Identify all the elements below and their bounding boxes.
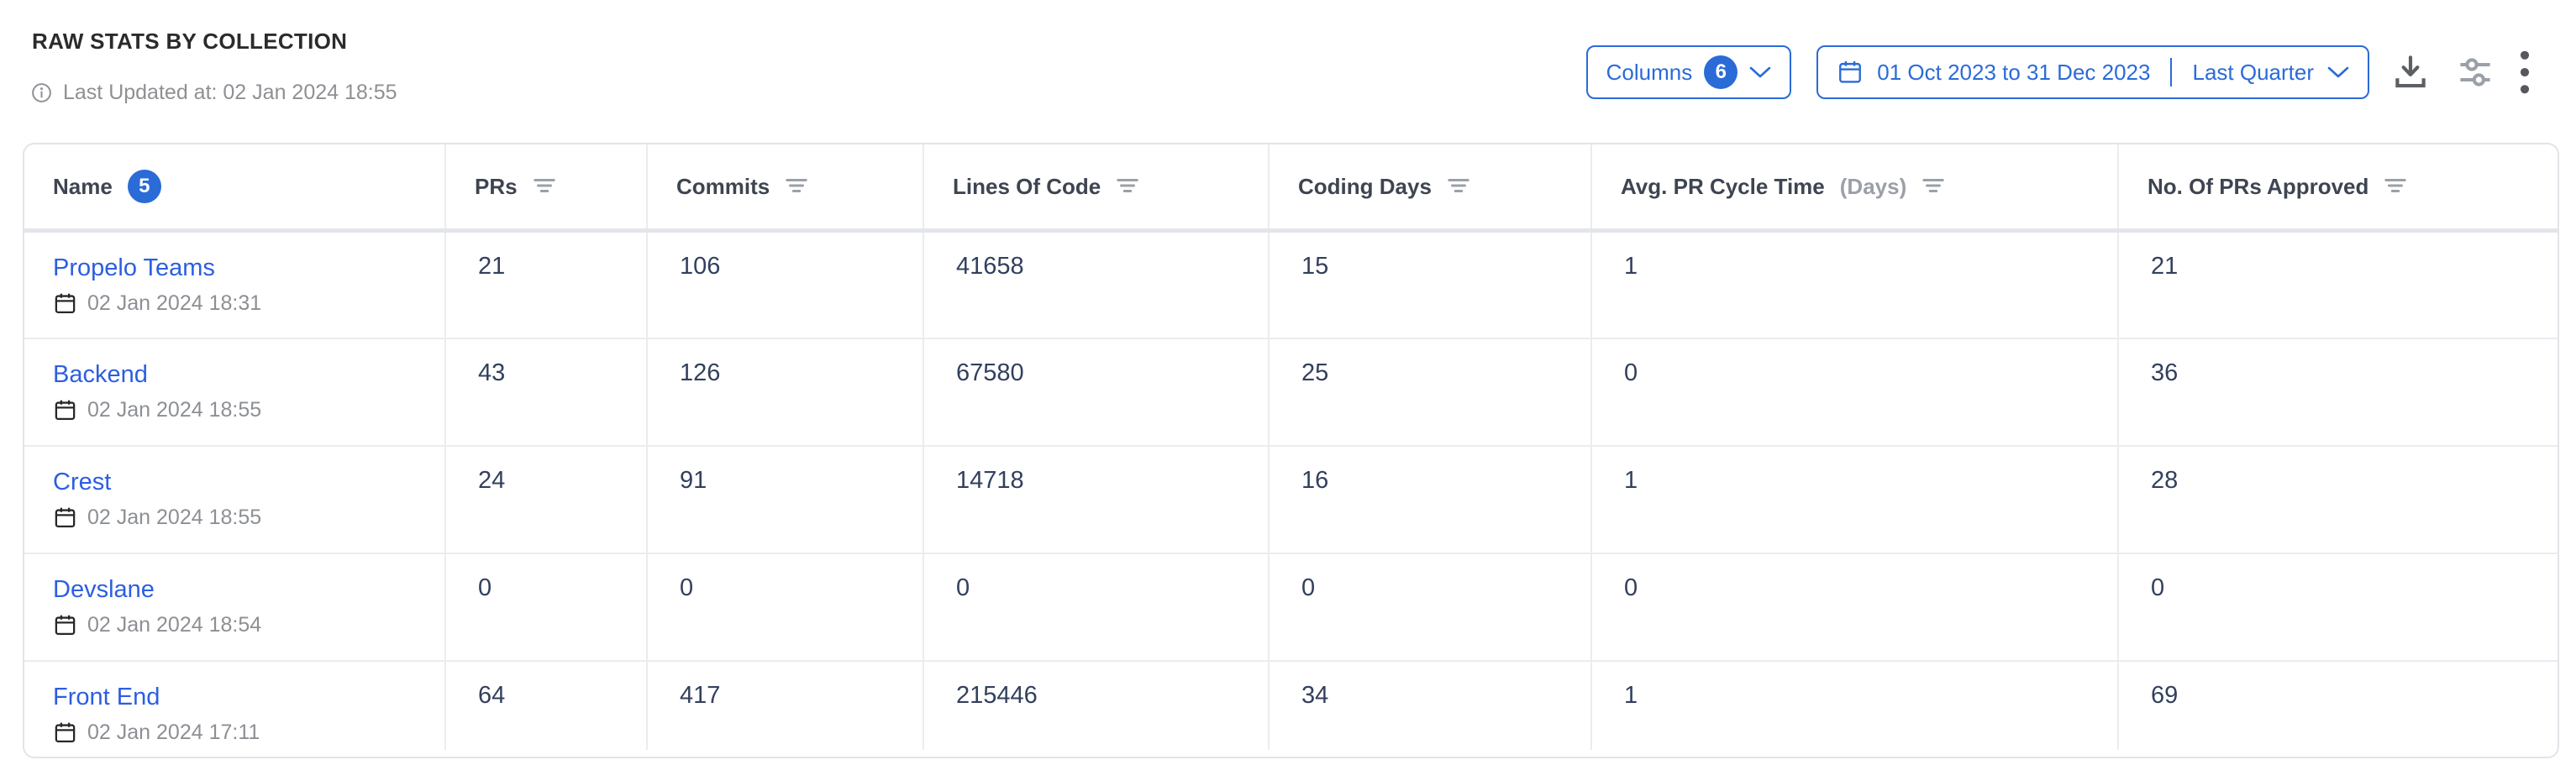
- cell-prs: 0: [445, 553, 648, 662]
- toolbar-icons: [2389, 50, 2531, 95]
- table-row: Propelo Teams 02 Jan 2024 18:31 21 106: [24, 230, 2558, 339]
- cell-coding-days: 15: [1269, 230, 1592, 339]
- calendar-icon: [1837, 59, 1864, 86]
- filter-icon[interactable]: [533, 174, 556, 200]
- calendar-icon: [53, 721, 77, 745]
- cell-prs-approved: 21: [2118, 230, 2558, 339]
- cell-commits: 91: [647, 445, 924, 554]
- filter-icon[interactable]: [1447, 174, 1470, 200]
- page-title: RAW STATS BY COLLECTION: [32, 29, 348, 54]
- cell-prs-approved: 69: [2151, 681, 2179, 709]
- cell-name: Crest 02 Jan 2024 18:55: [24, 445, 446, 554]
- table-row: Front End 02 Jan 2024 17:11 64 417 2154: [24, 660, 2558, 750]
- filter-icon[interactable]: [1921, 174, 1945, 200]
- info-icon[interactable]: [30, 81, 53, 104]
- cell-commits: 126: [647, 338, 924, 447]
- cell-lines-of-code: 41658: [923, 230, 1270, 339]
- kebab-menu-icon[interactable]: [2519, 50, 2531, 95]
- cell-commits: 0: [647, 553, 924, 662]
- column-header-prs: PRs: [445, 144, 648, 233]
- cell-avg-pr-cycle-time: 0: [1591, 553, 2119, 662]
- header-suffix: (Days): [1839, 173, 1907, 199]
- cell-lines-of-code: 14718: [923, 445, 1270, 554]
- cell-prs: 21: [445, 230, 648, 339]
- collection-name-link[interactable]: Crest: [53, 468, 112, 495]
- cell-commits: 106: [647, 230, 924, 339]
- filter-icon[interactable]: [2384, 174, 2407, 200]
- row-updated-at: 02 Jan 2024 18:54: [87, 612, 262, 637]
- chevron-down-icon: [2327, 66, 2349, 79]
- collection-name-link[interactable]: Front End: [53, 683, 160, 710]
- sliders-icon[interactable]: [2455, 52, 2495, 92]
- calendar-icon: [53, 398, 77, 422]
- cell-lines-of-code: 0: [923, 553, 1270, 662]
- columns-button[interactable]: Columns 6: [1585, 45, 1792, 99]
- date-range-text: 01 Oct 2023 to 31 Dec 2023: [1877, 59, 2151, 85]
- cell-avg-pr-cycle-time: 1: [1591, 445, 2119, 554]
- cell-name: Devslane 02 Jan 2024 18:54: [24, 553, 446, 662]
- table-header-row: Name 5 PRs: [24, 144, 2558, 233]
- column-header-name: Name 5: [24, 144, 446, 233]
- stats-table: Name 5 PRs: [23, 143, 2559, 758]
- collection-name-link[interactable]: Propelo Teams: [53, 254, 215, 281]
- filter-icon[interactable]: [1116, 174, 1139, 200]
- row-updated-at: 02 Jan 2024 17:11: [87, 720, 260, 744]
- last-updated-row: Last Updated at: 02 Jan 2024 18:55: [30, 81, 397, 105]
- cell-name: Front End 02 Jan 2024 17:11: [24, 660, 446, 750]
- column-header-avg-pr-cycle-time: Avg. PR Cycle Time (Days): [1591, 144, 2119, 233]
- name-count-badge: 5: [127, 170, 161, 203]
- name-header-label: Name: [53, 173, 113, 199]
- download-icon[interactable]: [2389, 51, 2431, 93]
- cell-lines-of-code: 67580: [923, 338, 1270, 447]
- cell-name: Backend 02 Jan 2024 18:55: [24, 338, 446, 447]
- cell-coding-days: 16: [1269, 445, 1592, 554]
- collection-name-link[interactable]: Backend: [53, 360, 148, 388]
- date-preset-label: Last Quarter: [2192, 59, 2314, 85]
- calendar-icon: [53, 506, 77, 530]
- column-header-commits: Commits: [647, 144, 924, 233]
- column-header-lines-of-code: Lines Of Code: [923, 144, 1270, 233]
- cell-avg-pr-cycle-time: 1: [1591, 230, 2119, 339]
- chevron-down-icon: [1749, 66, 1771, 79]
- cell-lines-of-code: 215446: [923, 660, 1270, 750]
- cell-avg-pr-cycle-time: 0: [1591, 338, 2119, 447]
- cell-prs-approved: 28: [2118, 445, 2558, 554]
- column-header-coding-days: Coding Days: [1269, 144, 1592, 233]
- cell-avg-pr-cycle-time: 1: [1591, 660, 2119, 750]
- columns-button-label: Columns: [1606, 59, 1693, 85]
- cell-coding-days: 0: [1269, 553, 1592, 662]
- table-row: Crest 02 Jan 2024 18:55 24 91 14718: [24, 445, 2558, 554]
- calendar-icon: [53, 613, 77, 637]
- collection-name-link[interactable]: Devslane: [53, 575, 155, 603]
- cell-commits: 417: [647, 660, 924, 750]
- cell-prs-approved: 0: [2118, 553, 2558, 662]
- cell-prs: 64: [445, 660, 648, 750]
- calendar-icon: [53, 291, 77, 316]
- row-updated-at: 02 Jan 2024 18:55: [87, 505, 262, 529]
- last-updated-text: Last Updated at: 02 Jan 2024 18:55: [63, 81, 397, 104]
- column-header-prs-approved: No. Of PRs Approved: [2118, 144, 2558, 233]
- row-updated-at: 02 Jan 2024 18:31: [87, 291, 262, 315]
- date-button-divider: [2170, 58, 2173, 86]
- toolbar: Columns 6 01 Oct 2023 to 31 Dec 2023 Las…: [1585, 45, 2531, 99]
- cell-name: Propelo Teams 02 Jan 2024 18:31: [24, 230, 446, 339]
- table-row: Devslane 02 Jan 2024 18:54 0 0 0: [24, 553, 2558, 662]
- cell-prs: 43: [445, 338, 648, 447]
- cell-prs: 24: [445, 445, 648, 554]
- row-updated-at: 02 Jan 2024 18:55: [87, 397, 262, 422]
- cell-coding-days: 25: [1269, 338, 1592, 447]
- date-range-button[interactable]: 01 Oct 2023 to 31 Dec 2023 Last Quarter: [1816, 45, 2369, 99]
- cell-prs-approved: 36: [2118, 338, 2558, 447]
- filter-icon[interactable]: [785, 174, 808, 200]
- cell-coding-days: 34: [1269, 660, 1592, 750]
- columns-count-badge: 6: [1704, 55, 1738, 89]
- table-row: Backend 02 Jan 2024 18:55 43 126 67580: [24, 338, 2558, 447]
